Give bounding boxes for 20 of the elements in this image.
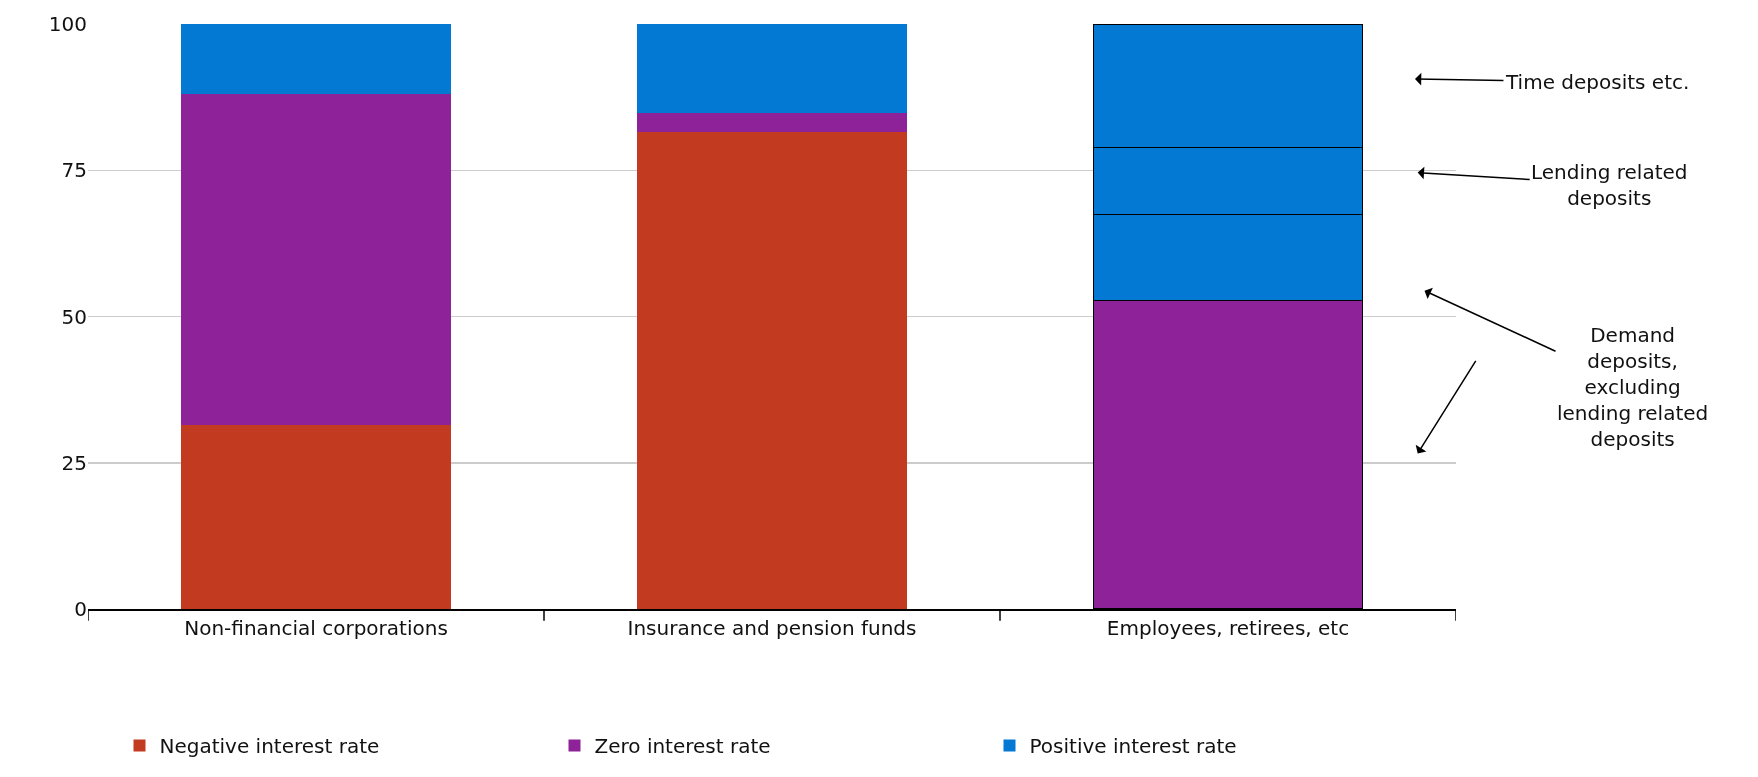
bar bbox=[637, 112, 907, 132]
x-tick-label: Employees, retirees, etc bbox=[1106, 615, 1350, 640]
text: Lending related deposits bbox=[1531, 160, 1688, 210]
bar bbox=[181, 94, 451, 425]
text: Demand deposits, excluding lending related deposits bbox=[1557, 323, 1709, 451]
y-tick-label: 75 bbox=[61, 158, 87, 183]
y-tick-label: 50 bbox=[61, 304, 87, 329]
bar bbox=[637, 24, 907, 113]
bar bbox=[637, 131, 907, 609]
text: Time deposits etc. bbox=[1505, 70, 1690, 94]
bar bbox=[181, 424, 451, 609]
x-tick-label: Insurance and pension funds bbox=[627, 615, 917, 640]
y-tick-label: 25 bbox=[61, 450, 87, 475]
legend-label: Zero interest rate bbox=[594, 734, 771, 759]
legend-label: Negative interest rate bbox=[159, 734, 380, 759]
x-tick-label: Non-financial corporations bbox=[184, 615, 448, 640]
y-tick-label: 100 bbox=[48, 12, 87, 36]
bar bbox=[181, 24, 451, 95]
y-tick-label: 0 bbox=[74, 597, 87, 621]
legend-label: Positive interest rate bbox=[1029, 734, 1237, 759]
